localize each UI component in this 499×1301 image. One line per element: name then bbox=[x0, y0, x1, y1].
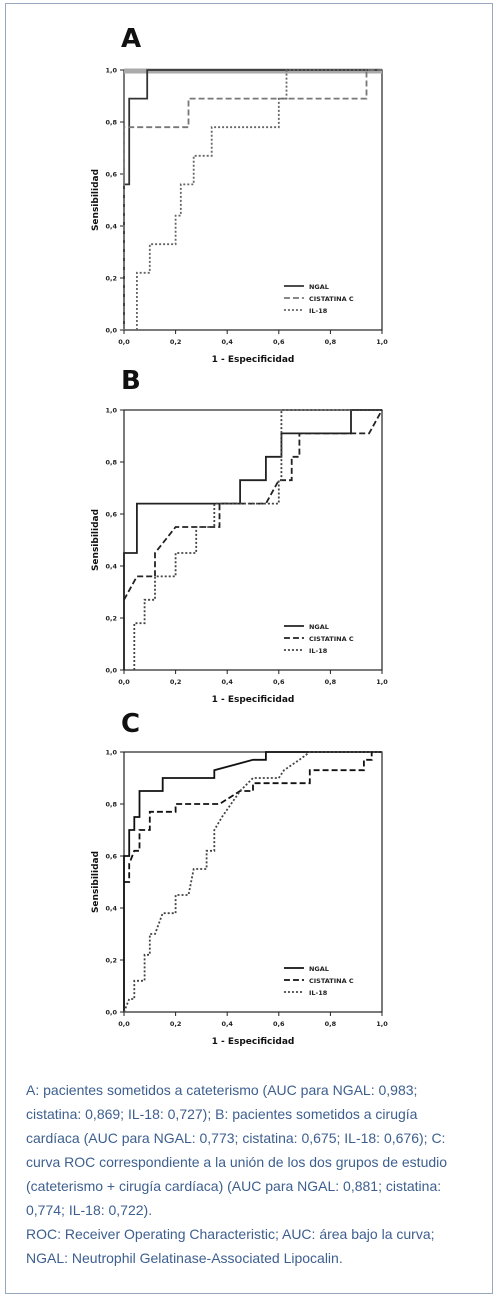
x-axis-label: 1 - Especificidad bbox=[212, 695, 295, 705]
x-tick-label: 0,4 bbox=[221, 338, 233, 346]
panel-letter-a: A bbox=[121, 24, 142, 54]
caption-abbreviations: ROC: Receiver Operating Characteristic; … bbox=[26, 1226, 435, 1266]
x-axis-label: 1 - Especificidad bbox=[212, 1037, 295, 1047]
legend-label: IL-18 bbox=[309, 307, 328, 315]
series-line-il-18 bbox=[133, 409, 382, 670]
y-tick-label: 0,6 bbox=[105, 171, 117, 179]
x-tick-label: 0,2 bbox=[170, 678, 182, 686]
legend-label: CISTATINA C bbox=[309, 977, 354, 985]
x-tick-label: 0,2 bbox=[170, 1020, 182, 1028]
plot-area bbox=[123, 409, 383, 671]
y-tick-label: 1,0 bbox=[105, 407, 117, 415]
x-tick-label: 0,8 bbox=[325, 678, 337, 686]
y-axis-label: Sensibilidad bbox=[91, 509, 101, 571]
x-tick-label: 0,8 bbox=[325, 338, 337, 346]
x-tick-label: 0,8 bbox=[325, 1020, 337, 1028]
panel-letter-c: C bbox=[121, 709, 141, 739]
x-tick-label: 0,0 bbox=[118, 1020, 130, 1028]
y-tick-label: 0,4 bbox=[105, 563, 117, 571]
y-axis-label: Sensibilidad bbox=[91, 851, 101, 913]
x-tick-label: 1,0 bbox=[376, 338, 388, 346]
legend-label: IL-18 bbox=[309, 989, 328, 997]
y-tick-label: 1,0 bbox=[105, 67, 117, 75]
y-tick-label: 0,8 bbox=[105, 119, 117, 127]
x-tick-label: 0,2 bbox=[170, 338, 182, 346]
x-tick-label: 0,6 bbox=[273, 1020, 285, 1028]
figure-caption: A: pacientes sometidos a cateterismo (AU… bbox=[26, 1078, 466, 1270]
caption-description: A: pacientes sometidos a cateterismo (AU… bbox=[26, 1082, 448, 1218]
x-tick-label: 1,0 bbox=[376, 678, 388, 686]
series-line-il-18 bbox=[136, 69, 382, 330]
y-tick-label: 0,6 bbox=[105, 853, 117, 861]
x-tick-label: 0,6 bbox=[273, 338, 285, 346]
x-tick-label: 1,0 bbox=[376, 1020, 388, 1028]
series-line-ngal bbox=[123, 751, 382, 1012]
legend-label: IL-18 bbox=[309, 647, 328, 655]
y-tick-label: 0,2 bbox=[105, 615, 117, 623]
x-axis-label: 1 - Especificidad bbox=[212, 355, 295, 365]
y-axis-label: Sensibilidad bbox=[91, 169, 101, 231]
x-tick-label: 0,4 bbox=[221, 1020, 233, 1028]
series-line-il-18 bbox=[123, 751, 382, 1013]
roc-chart-a: 0,0 0,2 0,4 0,6 0,8 1,0 0,0 0,2 0,4 0,6 0,8 1,0 1 - … bbox=[91, 67, 388, 366]
y-tick-label: 0,0 bbox=[105, 667, 117, 675]
y-tick-label: 0,0 bbox=[105, 1009, 117, 1017]
series-line-cistatina-c bbox=[123, 409, 383, 601]
y-tick-label: 0,0 bbox=[105, 327, 117, 335]
y-tick-label: 0,6 bbox=[105, 511, 117, 519]
legend-label: NGAL bbox=[309, 623, 329, 631]
series-line-cistatina-c bbox=[124, 752, 373, 883]
x-tick-label: 0,6 bbox=[273, 678, 285, 686]
x-tick-label: 0,0 bbox=[118, 338, 130, 346]
figure-frame: A 0,0 0,2 0,4 0,6 0,8 1,0 0,0 0,2 0,4 0,6 0,8 1,0 1 … bbox=[5, 3, 493, 1294]
y-tick-label: 1,0 bbox=[105, 749, 117, 757]
x-tick-label: 0,4 bbox=[221, 678, 233, 686]
plot-area bbox=[123, 69, 383, 331]
legend-label: CISTATINA C bbox=[309, 295, 354, 303]
y-tick-label: 0,4 bbox=[105, 905, 117, 913]
series-line-cistatina-c bbox=[123, 69, 382, 330]
legend-label: NGAL bbox=[309, 283, 329, 291]
plot-area bbox=[123, 751, 383, 1013]
y-tick-label: 0,8 bbox=[105, 459, 117, 467]
y-tick-label: 0,4 bbox=[105, 223, 117, 231]
legend-label: NGAL bbox=[309, 965, 329, 973]
roc-chart-c: 0,0 0,2 0,4 0,6 0,8 1,0 0,0 0,2 0,4 0,6 0,8 1,0 1 - … bbox=[91, 749, 388, 1048]
roc-chart-b: 0,0 0,2 0,4 0,6 0,8 1,0 0,0 0,2 0,4 0,6 0,8 1,0 1 - … bbox=[91, 407, 388, 706]
y-tick-label: 0,2 bbox=[105, 957, 117, 965]
y-tick-label: 0,8 bbox=[105, 801, 117, 809]
panel-letter-b: B bbox=[121, 366, 141, 396]
legend-label: CISTATINA C bbox=[309, 635, 354, 643]
x-tick-label: 0,0 bbox=[118, 678, 130, 686]
y-tick-label: 0,2 bbox=[105, 275, 117, 283]
